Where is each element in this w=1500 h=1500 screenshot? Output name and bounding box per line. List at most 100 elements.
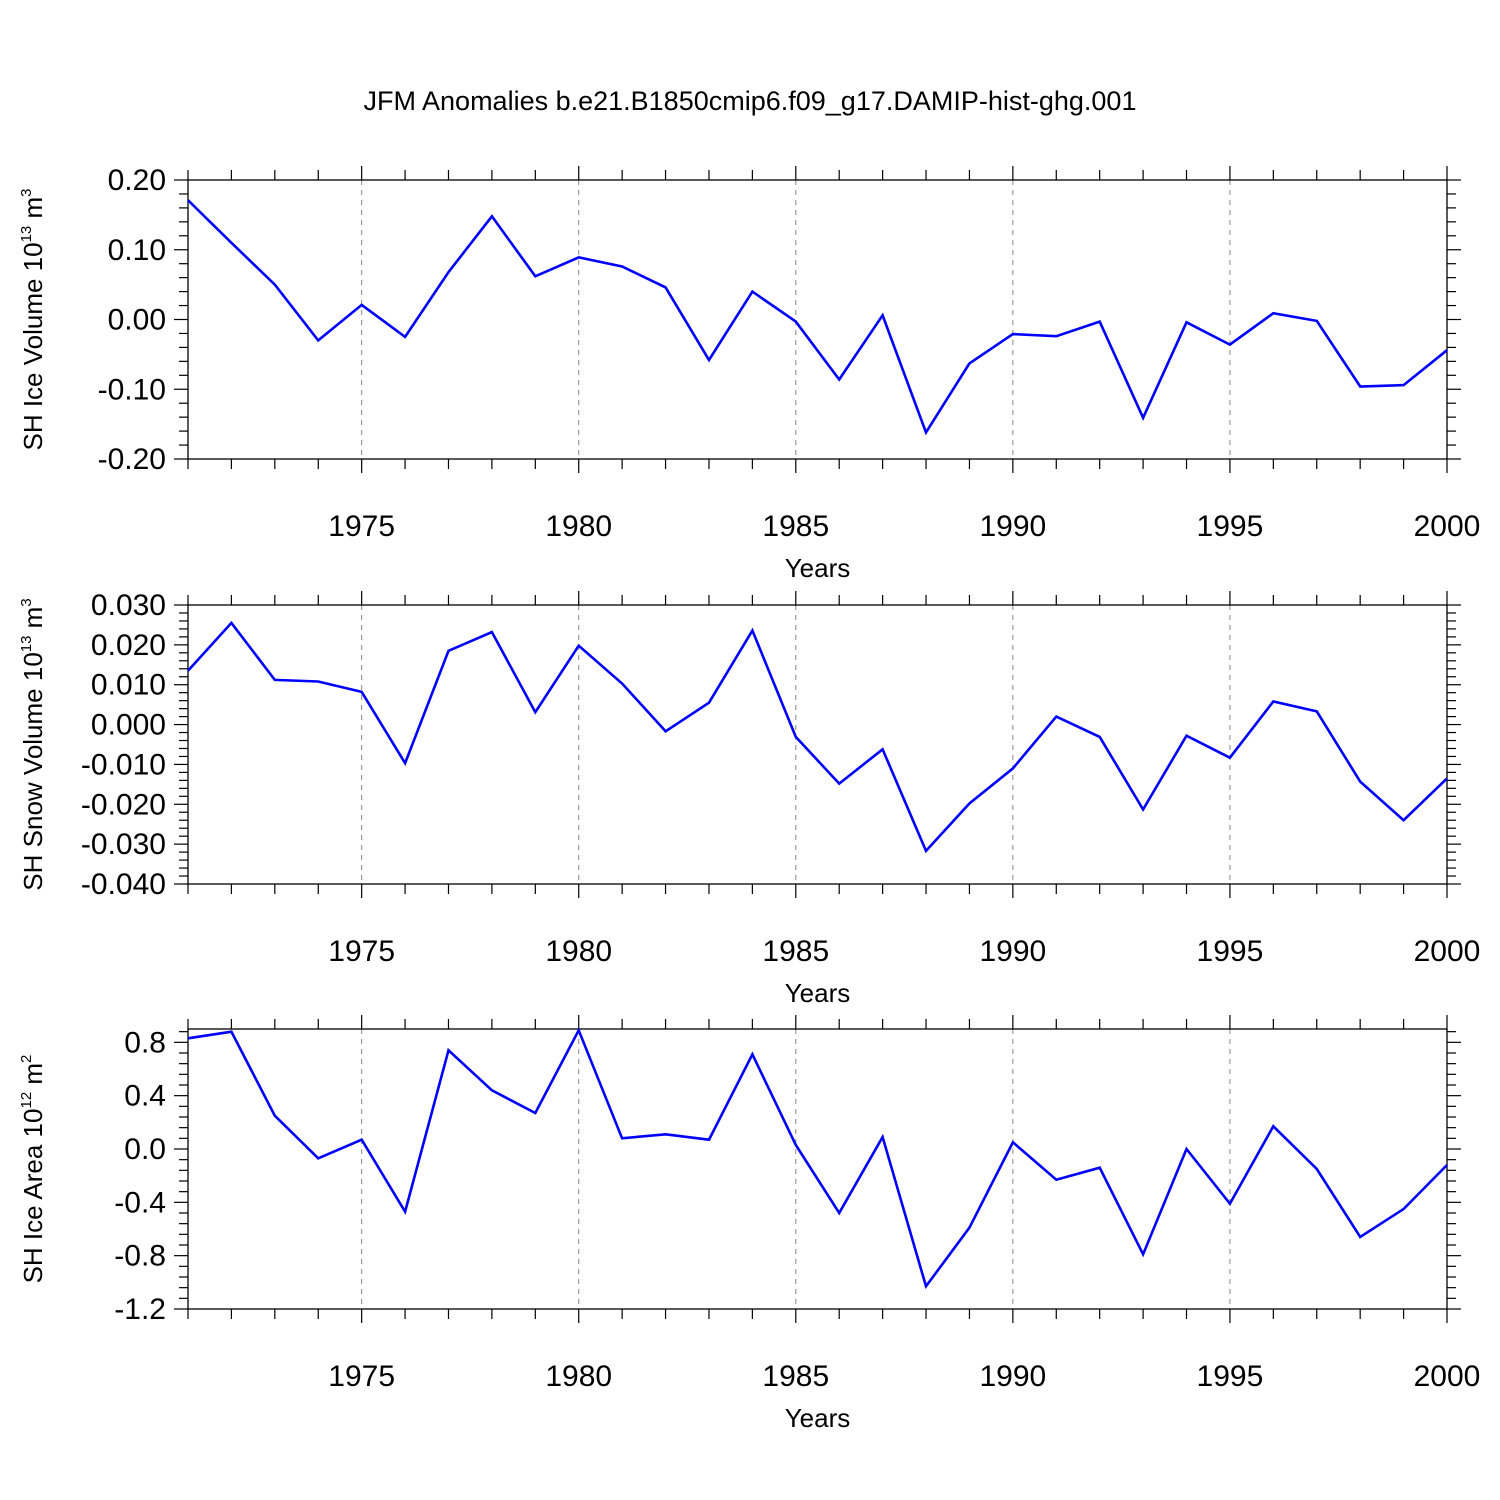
- series-line-snow-volume: [187, 620, 1448, 854]
- data-point-1977: [446, 270, 450, 274]
- data-point-1993: [1141, 1252, 1145, 1256]
- data-point-1986: [837, 1211, 841, 1215]
- data-point-1982: [664, 1132, 668, 1136]
- data-point-1979: [533, 1111, 537, 1115]
- data-point-1971: [186, 198, 190, 202]
- data-point-1994: [1185, 1147, 1189, 1151]
- x-tick-label-1975: 1975: [328, 1360, 395, 1393]
- data-point-1972: [229, 241, 233, 245]
- data-point-1990: [1011, 766, 1015, 770]
- x-axis-title: Years: [785, 553, 851, 583]
- data-point-1981: [620, 1136, 624, 1140]
- data-point-1973: [273, 283, 277, 287]
- data-point-1989: [967, 1226, 971, 1230]
- data-point-1999: [1402, 818, 1406, 822]
- plot-frame-ice-area: [187, 1028, 1448, 1310]
- data-point-2000: [1445, 776, 1449, 780]
- y-axis-title: SH Ice Volume 1013 m3: [18, 188, 48, 450]
- data-point-1974: [316, 1156, 320, 1160]
- data-point-1996: [1271, 1124, 1275, 1128]
- data-point-1978: [490, 214, 494, 218]
- x-tick-label-1980: 1980: [545, 935, 612, 968]
- data-point-1976: [403, 335, 407, 339]
- x-tick-label-1985: 1985: [762, 1360, 829, 1393]
- data-point-1984: [750, 1052, 754, 1056]
- data-point-1987: [881, 747, 885, 751]
- y-tick-label: -0.8: [114, 1240, 166, 1273]
- y-tick-label: 0.030: [91, 589, 166, 622]
- data-point-1977: [446, 649, 450, 653]
- data-point-1975: [360, 303, 364, 307]
- data-point-1987: [881, 1135, 885, 1139]
- y-tick-label: 0.20: [108, 164, 166, 197]
- panel-snow-volume: 0.030 0.020 0.010 0.000 -0.010 -0.020 -0.030 -0…: [18, 589, 1480, 1008]
- data-point-1996: [1271, 311, 1275, 315]
- data-point-1988: [924, 1284, 928, 1288]
- x-tick-label-1995: 1995: [1197, 935, 1264, 968]
- y-tick-label: -0.020: [81, 788, 166, 821]
- data-point-1995: [1228, 756, 1232, 760]
- x-tick-label-1995: 1995: [1197, 1360, 1264, 1393]
- data-point-1996: [1271, 699, 1275, 703]
- x-tick-label-1990: 1990: [979, 510, 1046, 543]
- y-tick-label: -0.4: [114, 1186, 166, 1219]
- x-tick-label-1985: 1985: [762, 935, 829, 968]
- x-tick-label-1980: 1980: [545, 510, 612, 543]
- y-axis-title: SH Snow Volume 1013 m3: [18, 598, 48, 890]
- data-point-1974: [316, 338, 320, 342]
- y-tick-label: 0.010: [91, 669, 166, 702]
- y-tick-label: 0.00: [108, 304, 166, 337]
- data-point-1990: [1011, 1140, 1015, 1144]
- data-point-1973: [273, 678, 277, 682]
- y-tick-label: 0.000: [91, 709, 166, 742]
- data-point-1981: [620, 264, 624, 268]
- data-point-1994: [1185, 734, 1189, 738]
- data-point-1992: [1098, 1166, 1102, 1170]
- x-tick-label-2000: 2000: [1414, 510, 1481, 543]
- x-tick-label-1975: 1975: [328, 935, 395, 968]
- x-tick-label-1990: 1990: [979, 1360, 1046, 1393]
- x-tick-label-1980: 1980: [545, 1360, 612, 1393]
- y-tick-label: 0.0: [124, 1133, 166, 1166]
- chart-title: JFM Anomalies b.e21.B1850cmip6.f09_g17.D…: [363, 86, 1137, 116]
- data-point-1981: [620, 682, 624, 686]
- y-tick-label: -0.010: [81, 748, 166, 781]
- plot-frame-snow-volume: [187, 604, 1448, 885]
- data-point-1998: [1358, 780, 1362, 784]
- data-point-1989: [967, 801, 971, 805]
- plot-frame-ice-volume: [187, 179, 1448, 460]
- panel-ice-area: 0.8 0.4 0.0 -0.4 -0.8 -1.2 1975 1980 1985 1990 199…: [18, 1015, 1480, 1433]
- data-point-1971: [186, 669, 190, 673]
- x-tick-label-1975: 1975: [328, 510, 395, 543]
- x-tick-label-2000: 2000: [1414, 935, 1481, 968]
- panel-ice-volume: 0.20 0.10 0.00 -0.10 -0.20 1975 1980 1985 1990 19…: [18, 164, 1480, 583]
- data-point-1995: [1228, 343, 1232, 347]
- data-point-1974: [316, 680, 320, 684]
- data-point-1990: [1011, 332, 1015, 336]
- y-tick-label: 0.4: [124, 1080, 166, 1113]
- data-point-1978: [490, 630, 494, 634]
- data-point-1988: [924, 849, 928, 853]
- data-point-1991: [1054, 334, 1058, 338]
- data-point-1978: [490, 1088, 494, 1092]
- data-point-1973: [273, 1114, 277, 1118]
- data-point-1985: [794, 320, 798, 324]
- data-point-1982: [664, 729, 668, 733]
- x-tick-label-1995: 1995: [1197, 510, 1264, 543]
- data-point-1980: [577, 255, 581, 259]
- y-tick-label: -0.10: [98, 373, 166, 406]
- y-tick-label: 0.020: [91, 629, 166, 662]
- data-point-1984: [750, 629, 754, 633]
- data-point-1999: [1402, 383, 1406, 387]
- x-tick-label-2000: 2000: [1414, 1360, 1481, 1393]
- y-tick-label: -0.030: [81, 828, 166, 861]
- data-point-2000: [1445, 348, 1449, 352]
- y-tick-label: -1.2: [114, 1293, 166, 1326]
- data-point-2000: [1445, 1163, 1449, 1167]
- data-point-1992: [1098, 320, 1102, 324]
- data-point-1987: [881, 313, 885, 317]
- data-point-1977: [446, 1048, 450, 1052]
- data-point-1983: [707, 358, 711, 362]
- data-point-1972: [229, 1030, 233, 1034]
- series-line-ice-volume: [187, 199, 1448, 436]
